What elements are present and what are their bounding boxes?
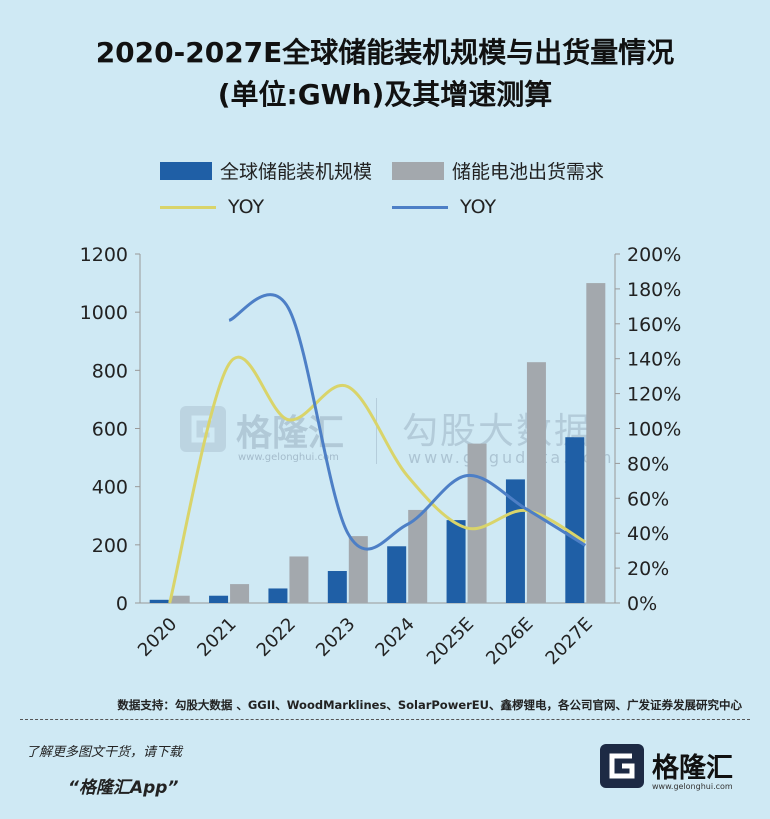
bar-installed (565, 437, 585, 603)
right-axis-tick-label: 140% (627, 349, 681, 371)
bar-shipments (230, 584, 250, 603)
right-axis-tick-label: 120% (627, 384, 681, 406)
footer-app-name: “格隆汇App” (68, 778, 179, 798)
left-axis-tick-label: 400 (92, 477, 128, 499)
bar-installed (446, 520, 466, 603)
bar-installed (149, 599, 169, 603)
x-axis-tick-label: 2021 (193, 614, 240, 661)
watermark-logo-icon (180, 406, 226, 452)
x-axis-tick-label: 2024 (371, 614, 418, 661)
bar-shipments (348, 536, 368, 603)
right-axis-tick-label: 160% (627, 314, 681, 336)
right-axis-tick-label: 60% (627, 488, 669, 510)
bar-shipments (408, 509, 428, 603)
brand-g-icon (600, 744, 644, 788)
watermark-separator (376, 398, 377, 464)
left-axis-tick-label: 1000 (80, 302, 128, 324)
left-axis-tick-label: 0 (116, 593, 128, 615)
bar-shipments (289, 556, 309, 603)
left-axis-tick-label: 1200 (80, 244, 128, 266)
bar-shipments (526, 362, 546, 603)
right-axis-tick-label: 20% (627, 558, 669, 580)
right-axis-tick-label: 0% (627, 593, 657, 615)
footer-download-prompt: 了解更多图文干货，请下载 (26, 745, 183, 760)
x-axis-tick-label: 2027E (542, 614, 597, 669)
x-axis-tick-label: 2025E (423, 614, 478, 669)
chart-title: 2020-2027E全球储能装机规模与出货量情况 (单位:GWh)及其增速测算 (0, 32, 770, 116)
x-axis-tick-label: 2023 (312, 614, 359, 661)
left-axis-tick-label: 200 (92, 535, 128, 557)
chart-lines (168, 293, 587, 604)
right-axis-tick-label: 80% (627, 453, 669, 475)
chart-plot: 0 200 400 600 800 1000 1200 0% 20% 40% 60% 80% 100% 1… (80, 244, 682, 669)
bar-installed (327, 571, 347, 603)
data-source-note: 数据支持：勾股大数据 、GGII、WoodMarklines、SolarPowe… (117, 698, 742, 712)
left-axis-tick-label: 800 (92, 360, 128, 382)
brand-name: 格隆汇 (652, 753, 733, 784)
brand-logo: 格隆汇 www.gelonghui.com (600, 744, 750, 796)
watermark-data-name: 勾股大数据 (402, 411, 593, 452)
chart-bars (149, 283, 606, 603)
chart-title-line2: (单位:GWh)及其增速测算 (217, 78, 553, 111)
line-yoy-shipments (228, 293, 587, 551)
line-yoy-installed (168, 355, 587, 604)
bar-shipments (170, 595, 190, 603)
x-axis-tick-label: 2022 (253, 614, 300, 661)
brand-url: www.gelonghui.com (652, 782, 733, 791)
x-axis-tick-label: 2026E (482, 614, 537, 669)
bar-shipments (586, 283, 606, 603)
right-axis-tick-label: 100% (627, 419, 681, 441)
bar-installed (268, 588, 288, 603)
left-axis-tick-label: 600 (92, 419, 128, 441)
x-axis-tick-label: 2020 (134, 614, 181, 661)
footer-divider (20, 719, 750, 720)
bar-installed (209, 595, 229, 603)
right-axis-tick-label: 40% (627, 523, 669, 545)
bar-shipments (467, 443, 487, 603)
watermark-brand-url: www.gelonghui.com (238, 452, 339, 463)
watermark-data-url: www.gogudata.com (408, 448, 615, 467)
right-axis-tick-label: 180% (627, 279, 681, 301)
chart-title-line1: 2020-2027E全球储能装机规模与出货量情况 (95, 36, 675, 69)
right-axis-tick-label: 200% (627, 244, 681, 266)
bar-installed (387, 546, 407, 603)
